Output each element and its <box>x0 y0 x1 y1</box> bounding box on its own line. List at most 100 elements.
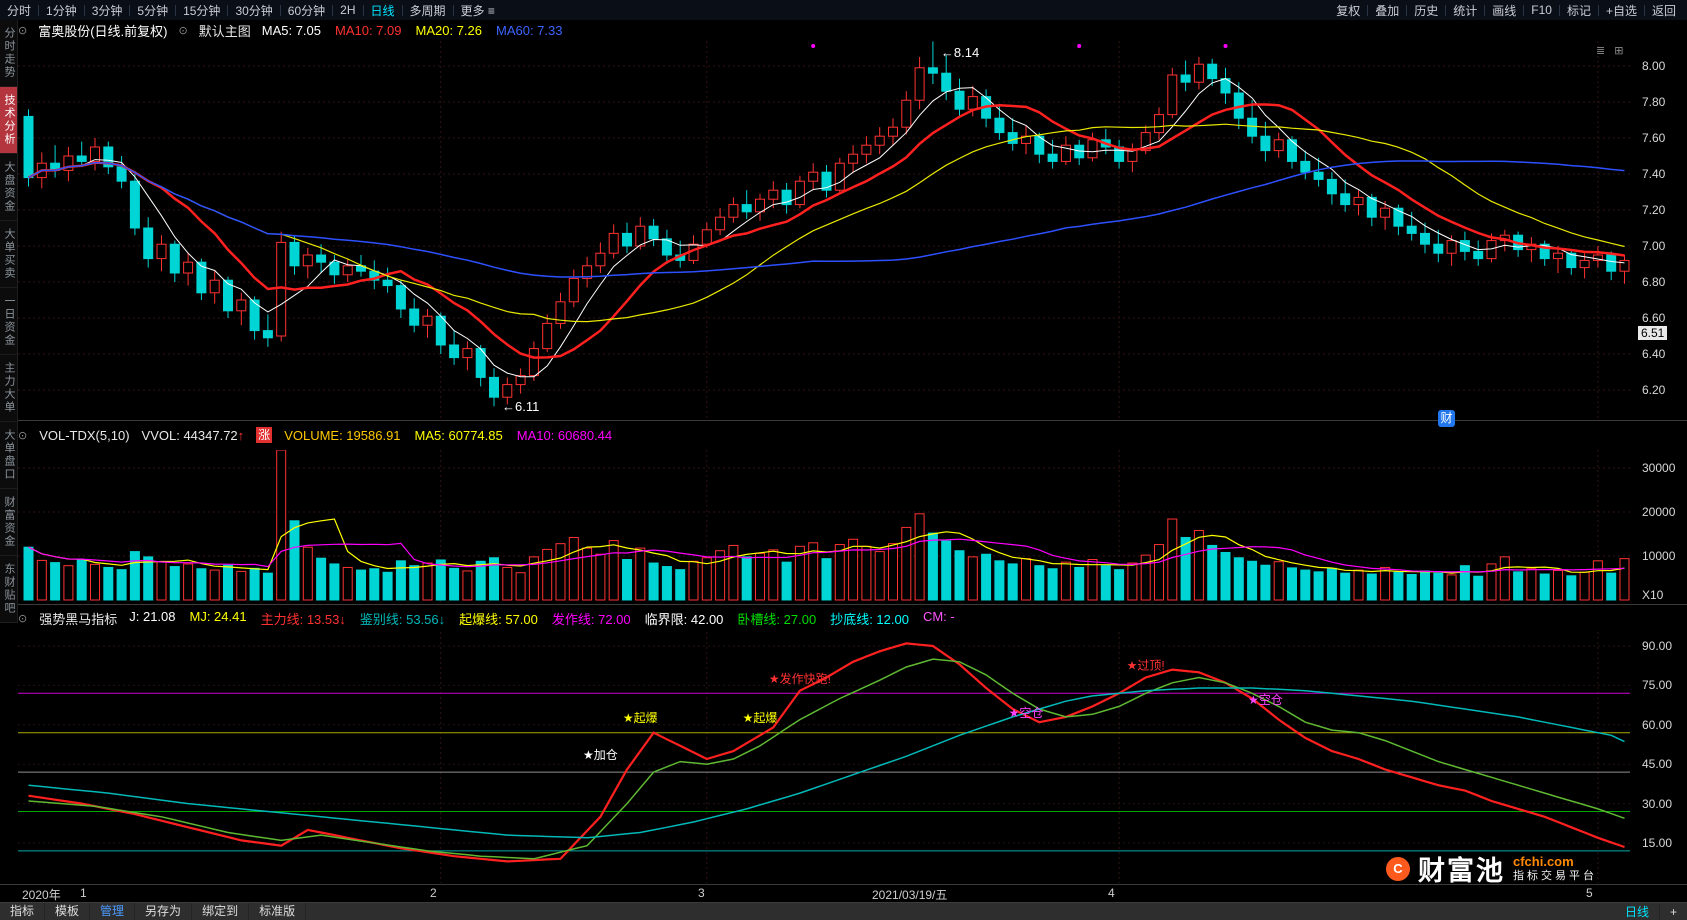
toolbar-item[interactable]: 画线 <box>1492 3 1517 18</box>
bottombar-item[interactable]: 管理 <box>90 903 136 920</box>
indicator-series <box>28 642 1625 863</box>
toolbar-item[interactable]: 1分钟 <box>46 3 77 18</box>
sidebar-item[interactable]: 技术分析 <box>0 87 17 154</box>
ind-field: 卧槽线: 27.00 <box>737 611 817 627</box>
limit-up-badge: 涨 <box>256 427 273 443</box>
watermark-name: 财富池 <box>1418 856 1505 886</box>
toolbar-item[interactable]: F10 <box>1531 3 1552 17</box>
high-price-label: ←8.14 <box>941 45 979 60</box>
divider <box>362 4 364 16</box>
indicator-marker: ★空仓 <box>1009 706 1044 720</box>
panel-divider <box>0 884 1687 885</box>
sidebar-item[interactable]: 大盘资金 <box>0 154 17 221</box>
sidebar-item[interactable]: 主力大单 <box>0 355 17 422</box>
topbar: 分时 1分钟 3分钟 5分钟 15分钟 30分钟 60分钟 2H 日线 多周期 更多 ≡ 复权 叠加历… <box>0 0 1687 20</box>
toolbar-item[interactable]: 5分钟 <box>137 3 169 18</box>
sidebar-item[interactable]: 分时走势 <box>0 20 17 87</box>
x-label: 4 <box>1108 886 1115 900</box>
toolbar-item[interactable]: 叠加 <box>1375 3 1400 18</box>
collapse-icon[interactable]: ⊙ <box>18 25 28 37</box>
toolbar-item[interactable]: 15分钟 <box>183 3 221 18</box>
bottombar-item[interactable]: 绑定到 <box>192 903 250 920</box>
ind-tick: 90.00 <box>1642 639 1673 653</box>
divider <box>1445 4 1447 16</box>
toolbar-item[interactable]: 3分钟 <box>91 3 123 18</box>
volume-bar-chart[interactable] <box>18 450 1634 603</box>
bottom-bar: 指标 模板 管理 另存为 绑定到 标准版 日线 + <box>0 902 1687 920</box>
x-label: 2 <box>430 886 437 900</box>
ind-field: CM: - <box>922 608 955 624</box>
toolbar-item[interactable]: 多周期 <box>409 3 446 18</box>
toolbar-item[interactable]: 60分钟 <box>287 3 326 18</box>
toolbar-item[interactable]: 更多 ≡ <box>460 3 495 18</box>
candles-layer <box>23 41 1630 407</box>
divider <box>1558 4 1560 16</box>
list-icon[interactable]: ≣ <box>1596 45 1606 57</box>
maximize-icon[interactable]: ⊞ <box>1614 45 1624 57</box>
volume-axis: 30000 20000 10000 X10 <box>1637 450 1687 603</box>
signal-dot <box>1223 44 1228 48</box>
sidebar-item[interactable]: 财富资金 <box>0 489 17 556</box>
price-tick: 7.80 <box>1642 95 1666 109</box>
period-selector[interactable]: 日线 <box>1624 905 1649 919</box>
x-label: 2020年 <box>22 888 61 902</box>
x-label: 5 <box>1586 886 1593 900</box>
toolbar-item[interactable]: 统计 <box>1453 3 1478 18</box>
toolbar-item[interactable]: 分时 <box>7 3 32 18</box>
bottombar-item[interactable]: 指标 <box>0 903 46 920</box>
sidebar-item[interactable]: 大单买卖 <box>0 221 17 288</box>
indicator-line-chart[interactable]: ★加仓 ★起爆 ★起爆 ★发作快跑! ★空仓 ★过顶! ★空仓 <box>18 632 1634 883</box>
divider <box>1523 4 1525 16</box>
price-tick: 8.00 <box>1642 59 1666 73</box>
toolbar-right: 复权 叠加 历史 统计 画线 F10 标记 +自选 返回 <box>1329 2 1687 19</box>
bottombar-item[interactable]: 标准版 <box>249 903 307 920</box>
toolbar-item[interactable]: 30分钟 <box>235 3 273 18</box>
indicator-series <box>28 658 1625 860</box>
collapse-icon[interactable]: ⊙ <box>18 612 28 625</box>
ind-field: J: 21.08 <box>129 608 176 624</box>
toolbar-item[interactable]: 2H <box>340 3 356 17</box>
ind-tick: 75.00 <box>1642 678 1673 693</box>
collapse-icon[interactable]: ⊙ <box>178 25 188 37</box>
main-overlay-label: 默认主图 <box>198 24 251 39</box>
vol-unit-label: X10 <box>1642 588 1664 602</box>
watermark-domain: cfchi.com <box>1513 853 1574 869</box>
divider <box>1367 4 1369 16</box>
volume-indicator-title: VOL-TDX(5,10) <box>39 427 130 443</box>
stock-title: 富奥股份(日线.前复权) <box>38 24 168 39</box>
divider <box>1597 4 1599 16</box>
toolbar-left: 分时 1分钟 3分钟 5分钟 15分钟 30分钟 60分钟 2H 日线 多周期 更多 ≡ <box>0 2 502 19</box>
toolbar-item[interactable]: 标记 <box>1566 3 1591 18</box>
vol-field: MA10: 60680.44 <box>516 427 613 443</box>
main-candlestick-chart[interactable]: ←8.14 ←6.11 <box>18 41 1634 420</box>
ind-field: MJ: 24.41 <box>189 608 247 624</box>
grid-layer <box>18 41 1630 420</box>
x-label: 2021/03/19/五 <box>872 888 948 902</box>
price-tick: 7.40 <box>1642 167 1666 181</box>
toolbar-item[interactable]: 历史 <box>1414 3 1439 18</box>
toolbar-item[interactable]: +自选 <box>1605 3 1637 18</box>
toolbar-item[interactable]: 返回 <box>1651 3 1676 18</box>
ind-field: 鉴别线: 53.56↓ <box>359 611 446 627</box>
ind-field: 主力线: 13.53↓ <box>260 611 346 627</box>
price-tick: 6.40 <box>1642 347 1666 361</box>
divider <box>129 4 131 16</box>
divider <box>175 4 177 16</box>
divider <box>452 4 454 16</box>
divider <box>1406 4 1408 16</box>
watermark-tagline: 指标交易平台 <box>1513 869 1597 882</box>
collapse-icon[interactable]: ⊙ <box>18 429 28 442</box>
volume-legend: VOLUME: 19586.91 MA5: 60774.85 MA10: 60680… <box>284 428 612 443</box>
add-panel-button[interactable]: + <box>1658 904 1687 919</box>
watermark: C 财富池 cfchi.com 指标交易平台 <box>1386 849 1597 888</box>
sidebar-item[interactable]: 一日资金 <box>0 288 17 355</box>
indicator-marker: ★发作快跑! <box>769 671 831 686</box>
bottombar-item[interactable]: 另存为 <box>135 903 193 920</box>
panel-divider <box>0 604 1687 605</box>
toolbar-item[interactable]: 日线 <box>370 3 395 18</box>
sidebar-item[interactable]: 大单盘口 <box>0 422 17 489</box>
indicator-panel-header: ⊙ 强势黑马指标 J: 21.08 MJ: 24.41 主力线: 13.53↓ 鉴别线… <box>18 605 955 631</box>
toolbar-item[interactable]: 复权 <box>1336 3 1361 18</box>
bottombar-item[interactable]: 模板 <box>45 903 91 920</box>
sidebar-item[interactable]: 东财贴吧 <box>0 556 17 623</box>
